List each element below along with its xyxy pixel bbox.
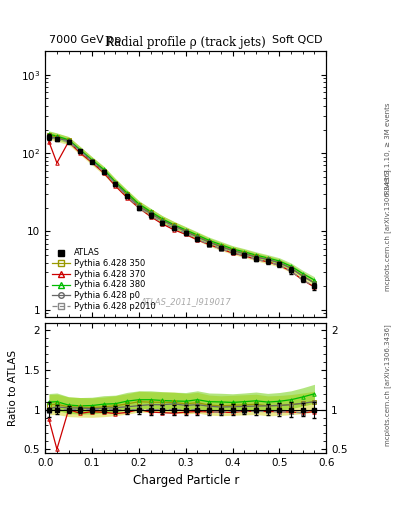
Text: Rivet 3.1.10, ≥ 3M events: Rivet 3.1.10, ≥ 3M events (385, 103, 391, 194)
Text: 7000 GeV pp: 7000 GeV pp (49, 35, 121, 45)
Text: ATLAS_2011_I919017: ATLAS_2011_I919017 (140, 297, 231, 306)
Text: mcplots.cern.ch [arXiv:1306.3436]: mcplots.cern.ch [arXiv:1306.3436] (384, 325, 391, 446)
Y-axis label: Ratio to ATLAS: Ratio to ATLAS (8, 350, 18, 426)
Title: Radial profile ρ (track jets): Radial profile ρ (track jets) (105, 36, 266, 49)
Text: Soft QCD: Soft QCD (272, 35, 322, 45)
X-axis label: Charged Particle r: Charged Particle r (132, 474, 239, 486)
Text: mcplots.cern.ch [arXiv:1306.3436]: mcplots.cern.ch [arXiv:1306.3436] (384, 169, 391, 291)
Legend: ATLAS, Pythia 6.428 350, Pythia 6.428 370, Pythia 6.428 380, Pythia 6.428 p0, Py: ATLAS, Pythia 6.428 350, Pythia 6.428 37… (50, 246, 158, 313)
